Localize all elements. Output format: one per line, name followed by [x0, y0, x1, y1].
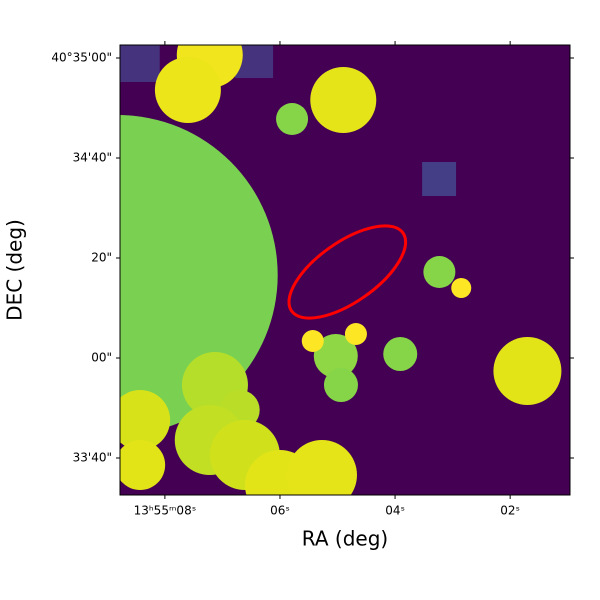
source: [120, 115, 278, 435]
source: [286, 440, 357, 495]
box: [422, 162, 457, 196]
source: [383, 337, 418, 371]
source: [154, 57, 221, 123]
source: [344, 323, 367, 345]
x-tick-label: 13ʰ55ᵐ08ˢ: [134, 504, 197, 518]
x-tick-label: 06ˢ: [270, 504, 290, 518]
frame: [119, 44, 571, 496]
x-tick-label: 02ˢ: [500, 504, 520, 518]
region-ellipse: [287, 224, 408, 320]
source: [493, 337, 562, 405]
y-tick-label: 00": [91, 351, 112, 365]
y-tick-label: 34'40": [73, 151, 112, 165]
source: [313, 334, 358, 378]
source: [301, 330, 324, 352]
source: [276, 103, 309, 135]
source: [120, 390, 171, 450]
y-tick-label: 40°35'00": [51, 51, 112, 65]
image-area: [120, 45, 570, 495]
x-tick-label: 04ˢ: [385, 504, 405, 518]
box: [120, 45, 160, 82]
y-tick-label: 20": [91, 251, 112, 265]
x-axis-label: RA (deg): [302, 527, 388, 551]
source: [323, 368, 358, 402]
source: [423, 256, 456, 288]
source: [120, 440, 166, 490]
y-axis-label: DEC (deg): [3, 219, 27, 321]
source: [451, 278, 472, 298]
source: [310, 67, 377, 133]
y-tick-label: 33'40": [73, 451, 112, 465]
